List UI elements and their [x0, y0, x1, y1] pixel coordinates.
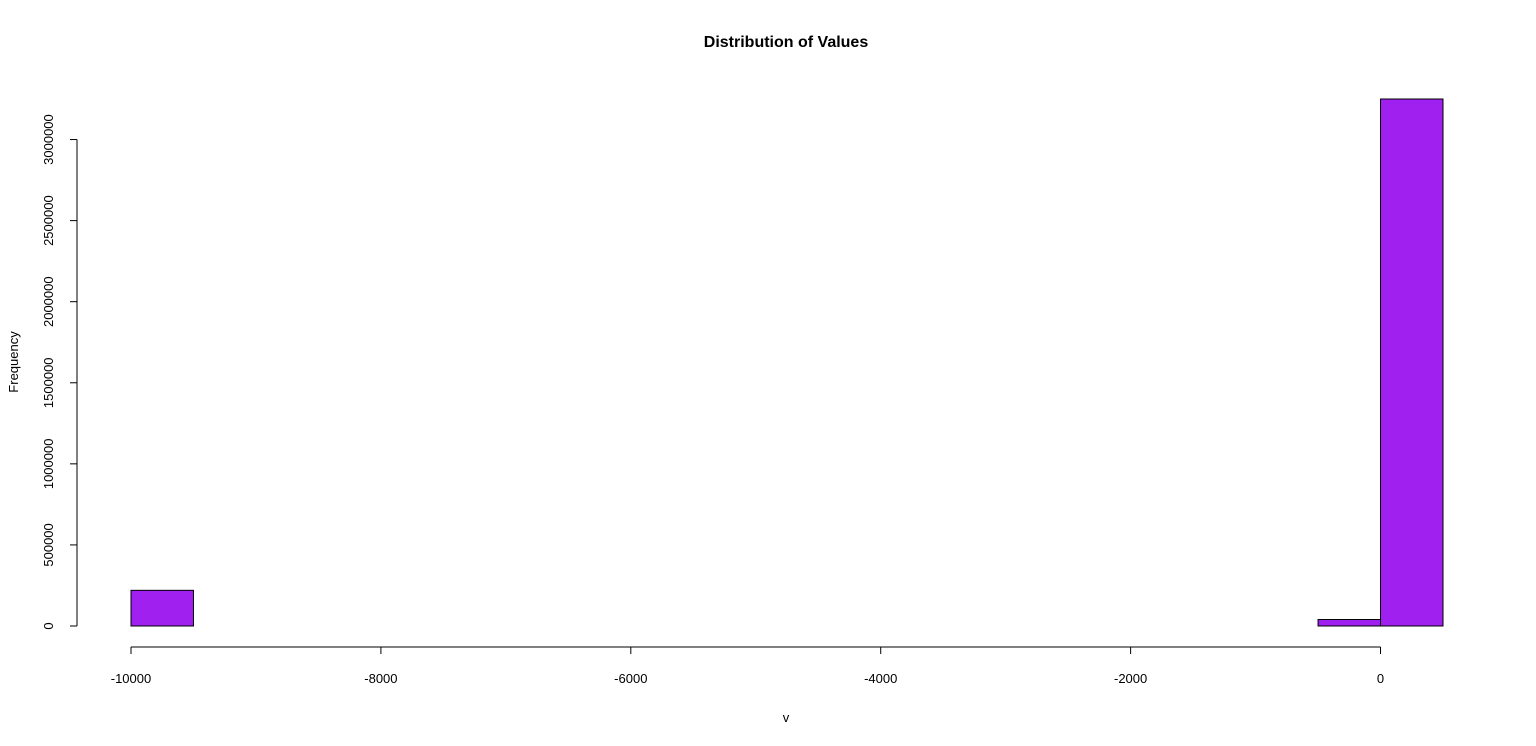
bars-group	[130, 98, 1444, 627]
chart-title: Distribution of Values	[704, 34, 869, 51]
x-tick-label: -4000	[864, 671, 897, 686]
histogram-bar-19	[1317, 619, 1382, 627]
x-tick-label: -10000	[111, 671, 151, 686]
x-tick-label: -2000	[1114, 671, 1147, 686]
y-tick-label: 0	[41, 622, 56, 629]
y-axis-label: Frequency	[6, 331, 21, 393]
y-tick-label: 1000000	[41, 439, 56, 490]
y-tick-label: 2500000	[41, 195, 56, 246]
y-tick-label: 2000000	[41, 276, 56, 327]
y-axis: 0 500000 1000000 1500000 2000000 2500000 30000…	[41, 114, 78, 630]
histogram-bar-20	[1380, 98, 1444, 627]
y-tick-label: 3000000	[41, 114, 56, 165]
x-axis-label: v	[783, 710, 790, 725]
y-tick-label: 500000	[41, 523, 56, 566]
y-tick-label: 1500000	[41, 357, 56, 408]
x-axis: -10000 -8000 -6000 -4000 -2000 0	[111, 646, 1384, 686]
histogram-bar-0	[130, 589, 194, 627]
x-tick-label: 0	[1377, 671, 1384, 686]
x-tick-label: -8000	[364, 671, 397, 686]
x-tick-label: -6000	[614, 671, 647, 686]
